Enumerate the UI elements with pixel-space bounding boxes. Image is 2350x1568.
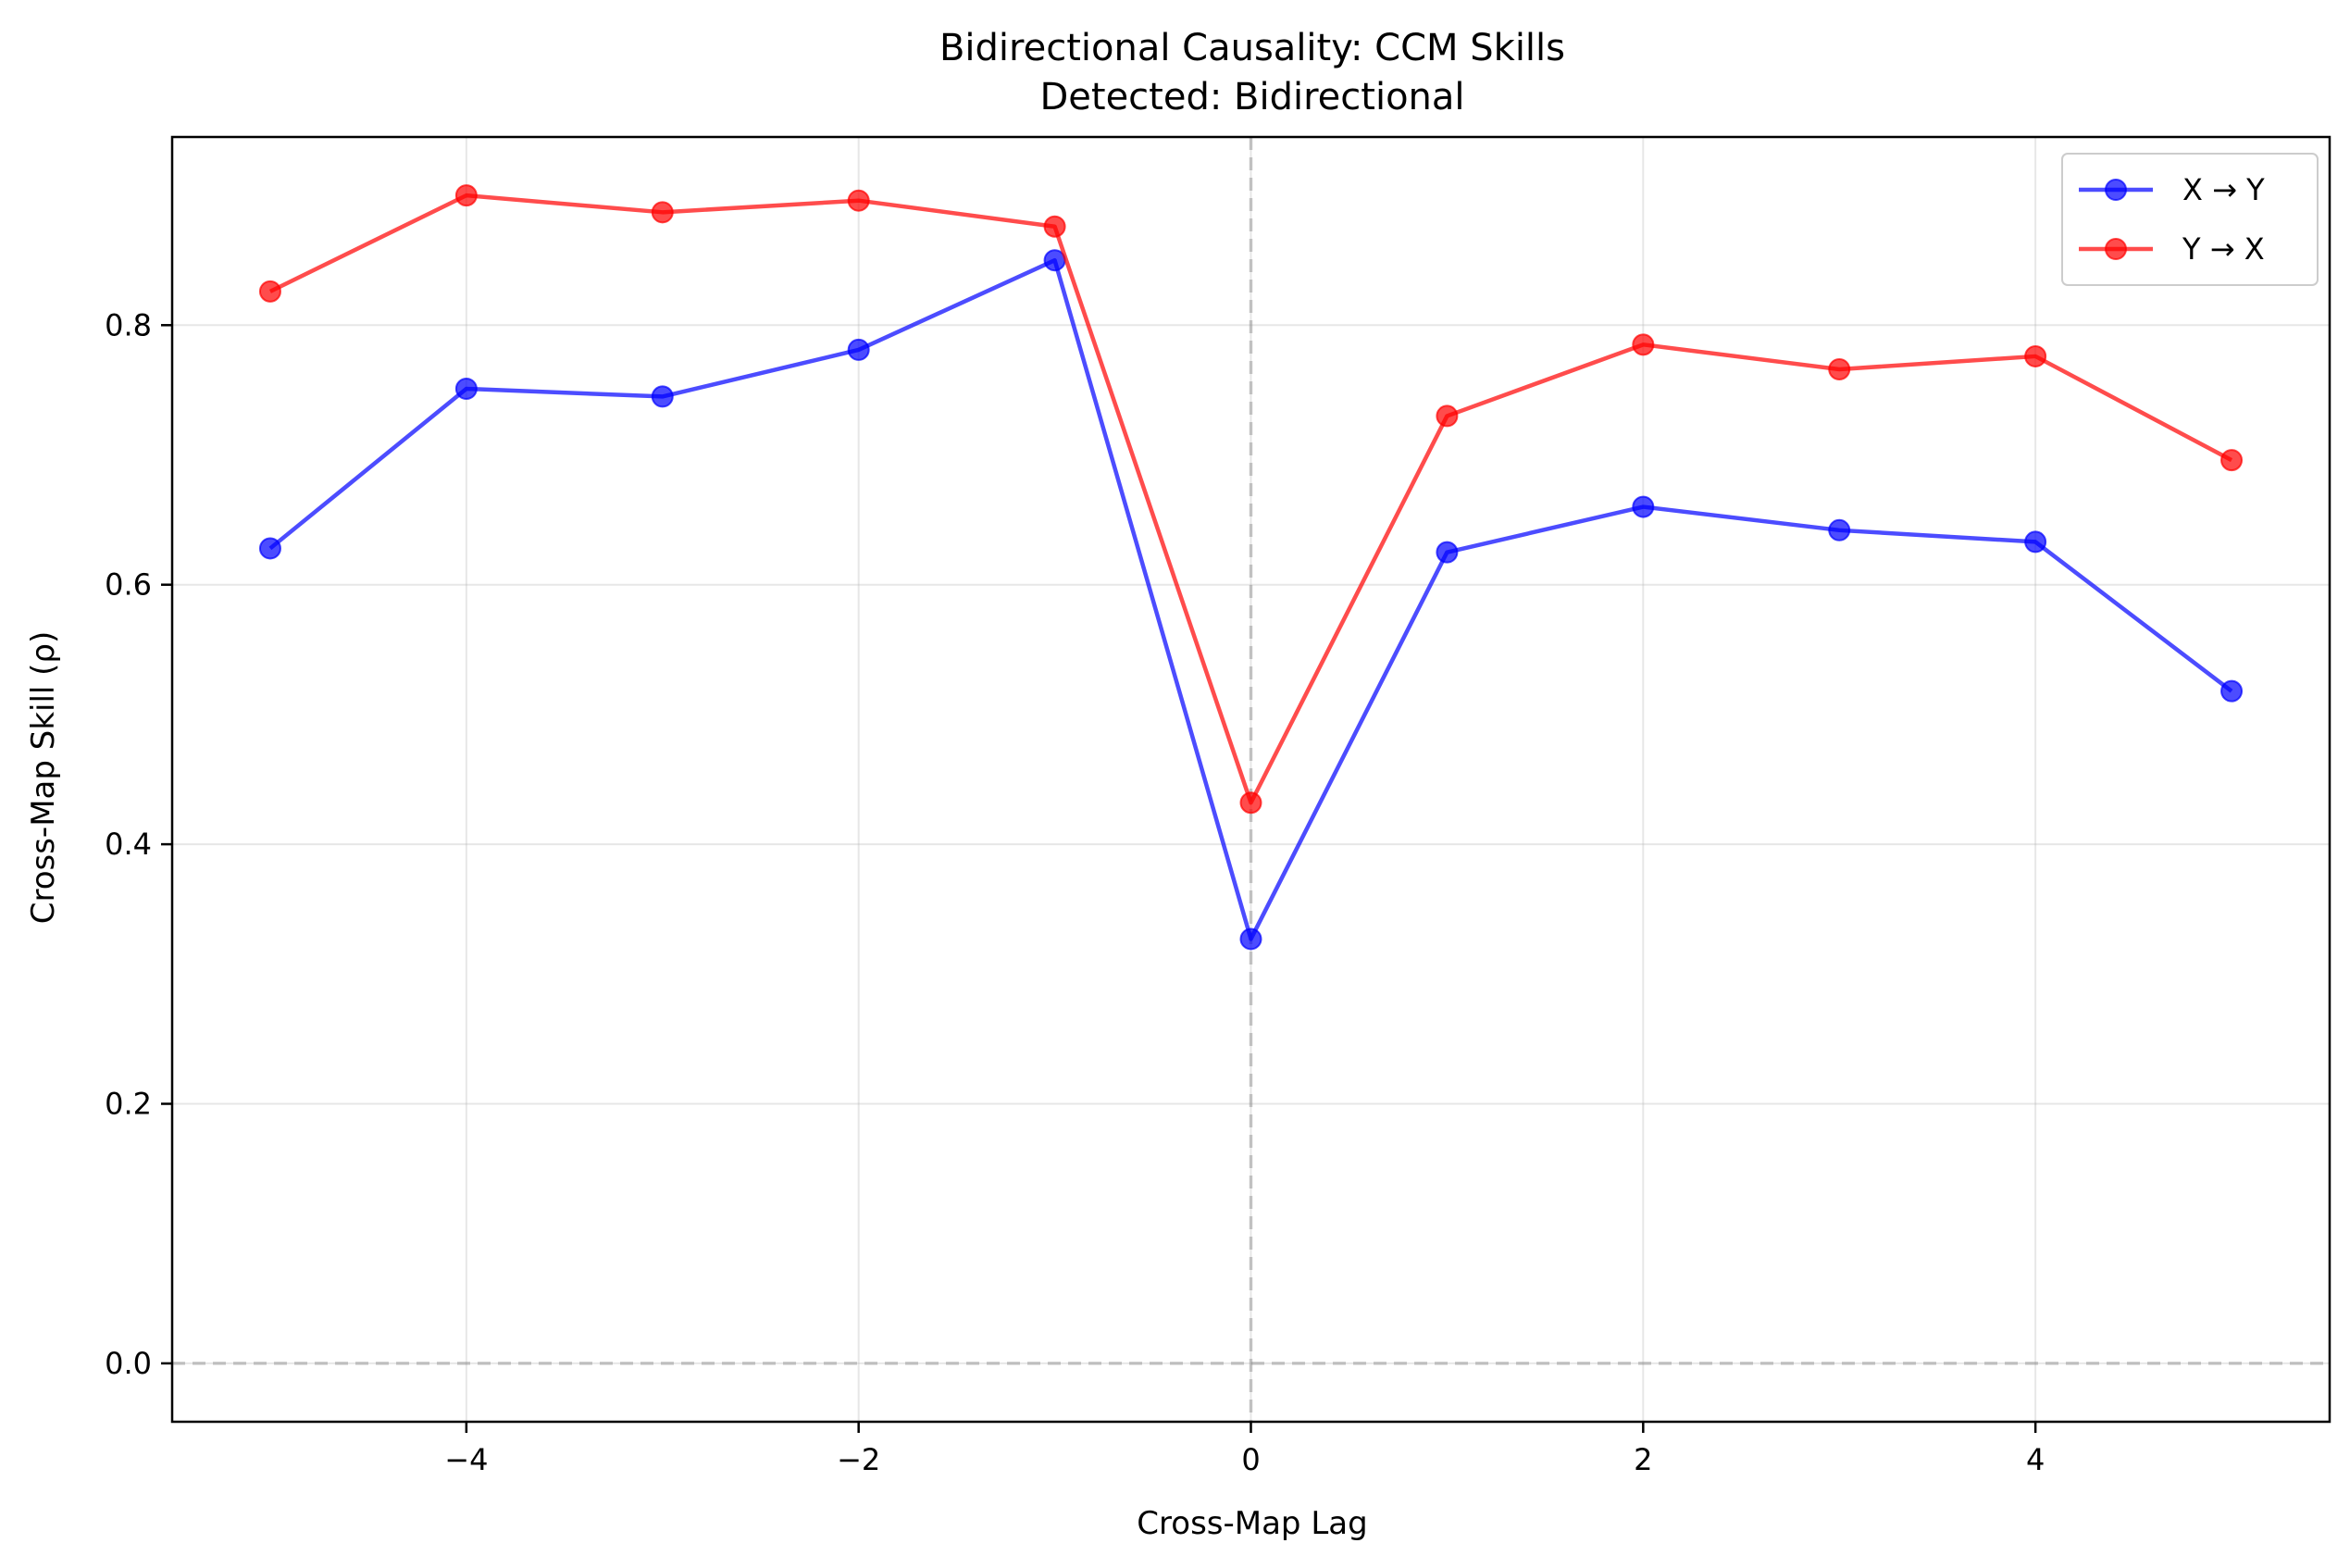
series-2	[258, 184, 2244, 815]
data-point	[1828, 518, 1851, 541]
legend-label: X → Y	[2182, 172, 2265, 207]
x-tick-label: −2	[837, 1442, 880, 1477]
data-point	[847, 338, 870, 361]
data-point	[1043, 215, 1066, 238]
data-point	[454, 184, 478, 207]
legend-label: Y → X	[2182, 231, 2265, 267]
reference-lines	[172, 137, 2330, 1422]
data-point	[2024, 344, 2047, 367]
y-tick-label: 0.8	[105, 307, 152, 342]
chart-subtitle: Detected: Bidirectional	[1039, 76, 1464, 118]
chart-title: Bidirectional Causality: CCM Skills	[939, 27, 1565, 69]
y-tick-label: 0.0	[105, 1346, 152, 1381]
y-tick-label: 0.2	[105, 1087, 152, 1122]
legend: X → Y Y → X	[2061, 153, 2319, 286]
x-tick-label: 4	[2026, 1442, 2045, 1477]
data-point	[1436, 404, 1459, 428]
data-point	[1632, 333, 1655, 356]
x-tick-label: 0	[1241, 1442, 1260, 1477]
x-tick-label: −4	[444, 1442, 488, 1477]
data-point	[2024, 530, 2047, 554]
series-1	[258, 249, 2244, 951]
data-point	[651, 385, 674, 408]
y-tick-label: 0.4	[105, 827, 152, 862]
data-point	[651, 201, 674, 224]
data-point	[258, 537, 281, 560]
legend-marker	[2105, 238, 2127, 260]
tick-layer: −4 −2 0 2 4 0.0 0.2 0.4 0.6 0.8	[105, 307, 2045, 1477]
data-point	[258, 280, 281, 303]
data-point	[1632, 495, 1655, 518]
data-point	[1239, 927, 1262, 951]
data-point	[1239, 791, 1262, 815]
x-axis-label: Cross-Map Lag	[1137, 1505, 1367, 1542]
data-point	[2220, 679, 2244, 703]
series-layer	[258, 184, 2244, 951]
y-axis-label: Cross-Map Skill (ρ)	[25, 631, 62, 925]
legend-marker	[2105, 179, 2127, 201]
x-tick-label: 2	[1634, 1442, 1652, 1477]
data-point	[454, 377, 478, 400]
y-tick-label: 0.6	[105, 567, 152, 603]
data-point	[1828, 357, 1851, 380]
data-point	[1436, 541, 1459, 564]
data-point	[847, 189, 870, 212]
data-point	[2220, 449, 2244, 472]
